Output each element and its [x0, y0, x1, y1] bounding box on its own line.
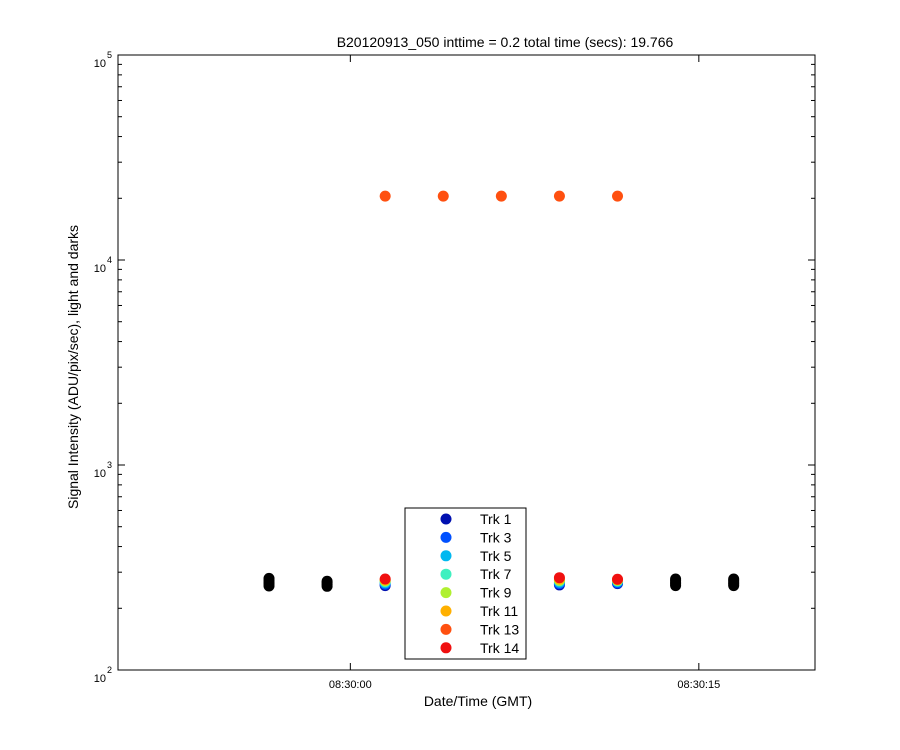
- legend-marker: [440, 531, 452, 543]
- legend-marker: [440, 587, 452, 599]
- legend-marker: [440, 642, 452, 654]
- legend-label: Trk 5: [480, 548, 512, 564]
- x-tick-label: 08:30:00: [329, 679, 372, 691]
- legend-marker: [440, 568, 452, 580]
- x-tick-label: 08:30:15: [677, 679, 720, 691]
- y-axis-label: Signal Intensity (ADU/pix/sec), light an…: [65, 225, 81, 509]
- data-point: [728, 573, 740, 585]
- legend-label: Trk 3: [480, 529, 512, 545]
- y-tick-label: 10: [94, 673, 106, 685]
- legend-label: Trk 9: [480, 585, 512, 601]
- y-tick-label-exponent: 2: [107, 665, 112, 675]
- legend-marker: [440, 513, 452, 525]
- data-point: [612, 190, 624, 202]
- data-point: [379, 190, 391, 202]
- y-minor-ticks: [118, 63, 815, 609]
- legend-marker: [440, 605, 452, 617]
- legend-label: Trk 7: [480, 566, 512, 582]
- data-point: [379, 573, 391, 585]
- data-point: [495, 190, 507, 202]
- y-tick-label-exponent: 4: [107, 255, 112, 265]
- chart-title: B20120913_050 inttime = 0.2 total time (…: [337, 34, 674, 50]
- y-tick-label-exponent: 3: [107, 460, 112, 470]
- data-point: [553, 572, 565, 584]
- data-point: [553, 190, 565, 202]
- legend-label: Trk 14: [480, 640, 519, 656]
- y-tick-label: 10: [94, 263, 106, 275]
- legend-marker: [440, 550, 452, 562]
- legend-box: [404, 507, 527, 660]
- x-axis-label: Date/Time (GMT): [424, 693, 532, 709]
- legend-label: Trk 1: [480, 511, 512, 527]
- data-points: [263, 190, 740, 592]
- data-point: [321, 575, 333, 587]
- legend-marker: [440, 623, 452, 635]
- data-point: [612, 573, 624, 585]
- y-tick-label: 10: [94, 468, 106, 480]
- data-point: [670, 573, 682, 585]
- legend-label: Trk 11: [480, 603, 518, 619]
- legend-label: Trk 13: [480, 621, 519, 637]
- data-point: [437, 190, 449, 202]
- y-tick-label-exponent: 5: [107, 50, 112, 60]
- legend: Trk 1 Trk 3 Trk 5 Trk 7 Trk 9 Trk 11 Trk 13 Trk…: [404, 507, 527, 660]
- x-axis: 08:30:00 08:30:15: [329, 55, 720, 691]
- data-point: [263, 572, 275, 584]
- y-tick-label: 10: [94, 58, 106, 70]
